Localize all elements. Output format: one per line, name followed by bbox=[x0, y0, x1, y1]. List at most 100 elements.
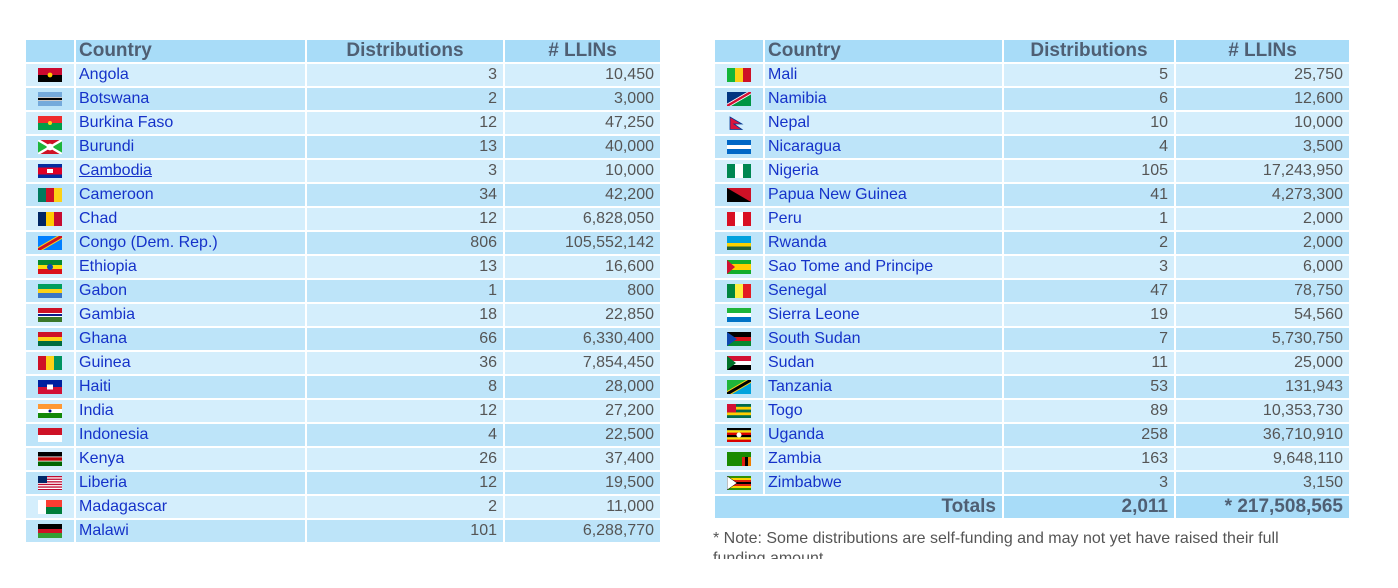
country-link[interactable]: Rwanda bbox=[768, 234, 827, 251]
llins-value: 36,710,910 bbox=[1176, 424, 1349, 446]
country-link[interactable]: Senegal bbox=[768, 282, 827, 299]
country-name[interactable]: Chad bbox=[76, 208, 305, 230]
country-name[interactable]: Kenya bbox=[76, 448, 305, 470]
country-name[interactable]: Namibia bbox=[765, 88, 1002, 110]
country-name[interactable]: Burkina Faso bbox=[76, 112, 305, 134]
table-row: Botswana 2 3,000 bbox=[26, 88, 660, 110]
country-link[interactable]: Tanzania bbox=[768, 378, 833, 395]
country-link[interactable]: Gambia bbox=[79, 306, 136, 323]
flag-cell bbox=[26, 424, 74, 446]
country-name[interactable]: Cambodia bbox=[76, 160, 305, 182]
country-link[interactable]: Cameroon bbox=[79, 186, 154, 203]
country-name[interactable]: Liberia bbox=[76, 472, 305, 494]
country-link[interactable]: Liberia bbox=[79, 474, 128, 491]
country-link[interactable]: Zimbabwe bbox=[768, 474, 842, 491]
country-link[interactable]: Kenya bbox=[79, 450, 125, 467]
country-link[interactable]: Sao Tome and Principe bbox=[768, 258, 934, 275]
country-name[interactable]: Ethiopia bbox=[76, 256, 305, 278]
country-link[interactable]: Sierra Leone bbox=[768, 306, 860, 323]
country-name[interactable]: Papua New Guinea bbox=[765, 184, 1002, 206]
country-link[interactable]: South Sudan bbox=[768, 330, 861, 347]
country-name[interactable]: Guinea bbox=[76, 352, 305, 374]
country-link[interactable]: Zambia bbox=[768, 450, 822, 467]
country-link[interactable]: Gabon bbox=[79, 282, 128, 299]
country-name[interactable]: Senegal bbox=[765, 280, 1002, 302]
distributions-value: 258 bbox=[1004, 424, 1174, 446]
country-name[interactable]: Indonesia bbox=[76, 424, 305, 446]
country-name[interactable]: Togo bbox=[765, 400, 1002, 422]
country-link[interactable]: Peru bbox=[768, 210, 802, 227]
country-name[interactable]: Gabon bbox=[76, 280, 305, 302]
country-link[interactable]: Cambodia bbox=[79, 162, 152, 179]
country-link[interactable]: Haiti bbox=[79, 378, 112, 395]
country-name[interactable]: Zimbabwe bbox=[765, 472, 1002, 494]
country-name[interactable]: Uganda bbox=[765, 424, 1002, 446]
distributions-value: 8 bbox=[307, 376, 503, 398]
country-name[interactable]: Zambia bbox=[765, 448, 1002, 470]
country-link[interactable]: Angola bbox=[79, 66, 129, 83]
country-link[interactable]: Papua New Guinea bbox=[768, 186, 907, 203]
country-link[interactable]: Indonesia bbox=[79, 426, 149, 443]
south-sudan-flag-icon bbox=[727, 331, 751, 346]
country-link[interactable]: Mali bbox=[768, 66, 798, 83]
country-name[interactable]: Burundi bbox=[76, 136, 305, 158]
country-name[interactable]: Botswana bbox=[76, 88, 305, 110]
country-link[interactable]: Nigeria bbox=[768, 162, 819, 179]
country-name[interactable]: India bbox=[76, 400, 305, 422]
distributions-header[interactable]: Distributions bbox=[1004, 40, 1174, 62]
country-name[interactable]: South Sudan bbox=[765, 328, 1002, 350]
country-name[interactable]: Rwanda bbox=[765, 232, 1002, 254]
country-link[interactable]: Ethiopia bbox=[79, 258, 137, 275]
country-name[interactable]: Gambia bbox=[76, 304, 305, 326]
country-link[interactable]: Congo (Dem. Rep.) bbox=[79, 234, 218, 251]
country-name[interactable]: Sudan bbox=[765, 352, 1002, 374]
country-link[interactable]: Namibia bbox=[768, 90, 827, 107]
country-name[interactable]: Congo (Dem. Rep.) bbox=[76, 232, 305, 254]
country-link[interactable]: Burundi bbox=[79, 138, 135, 155]
country-name[interactable]: Sierra Leone bbox=[765, 304, 1002, 326]
country-name[interactable]: Nigeria bbox=[765, 160, 1002, 182]
country-name[interactable]: Angola bbox=[76, 64, 305, 86]
country-header[interactable]: Country bbox=[765, 40, 1002, 62]
country-name[interactable]: Mali bbox=[765, 64, 1002, 86]
country-link[interactable]: Nicaragua bbox=[768, 138, 841, 155]
india-flag-icon bbox=[38, 403, 62, 418]
country-name[interactable]: Madagascar bbox=[76, 496, 305, 518]
country-link[interactable]: Malawi bbox=[79, 522, 129, 539]
country-link[interactable]: Ghana bbox=[79, 330, 128, 347]
country-link[interactable]: Botswana bbox=[79, 90, 150, 107]
llins-value: 10,000 bbox=[1176, 112, 1349, 134]
country-name[interactable]: Sao Tome and Principe bbox=[765, 256, 1002, 278]
country-link[interactable]: Sudan bbox=[768, 354, 815, 371]
country-link[interactable]: Uganda bbox=[768, 426, 825, 443]
country-link[interactable]: Madagascar bbox=[79, 498, 168, 515]
country-link[interactable]: Chad bbox=[79, 210, 118, 227]
table-row: Guinea 36 7,854,450 bbox=[26, 352, 660, 374]
country-name[interactable]: Haiti bbox=[76, 376, 305, 398]
country-link[interactable]: Burkina Faso bbox=[79, 114, 174, 131]
distributions-value: 47 bbox=[1004, 280, 1174, 302]
country-name[interactable]: Ghana bbox=[76, 328, 305, 350]
table-row: Cameroon 34 42,200 bbox=[26, 184, 660, 206]
llins-header[interactable]: # LLINs bbox=[505, 40, 660, 62]
country-name[interactable]: Nicaragua bbox=[765, 136, 1002, 158]
country-name[interactable]: Tanzania bbox=[765, 376, 1002, 398]
country-name[interactable]: Peru bbox=[765, 208, 1002, 230]
country-link[interactable]: Nepal bbox=[768, 114, 810, 131]
llins-value: 10,353,730 bbox=[1176, 400, 1349, 422]
rwanda-flag-icon bbox=[727, 235, 751, 250]
country-link[interactable]: India bbox=[79, 402, 114, 419]
country-name[interactable]: Malawi bbox=[76, 520, 305, 542]
distributions-value: 12 bbox=[307, 472, 503, 494]
country-name[interactable]: Nepal bbox=[765, 112, 1002, 134]
country-link[interactable]: Guinea bbox=[79, 354, 131, 371]
llins-header[interactable]: # LLINs bbox=[1176, 40, 1349, 62]
table-row: Namibia 6 12,600 bbox=[715, 88, 1349, 110]
distributions-header[interactable]: Distributions bbox=[307, 40, 503, 62]
flag-cell bbox=[715, 256, 763, 278]
country-header[interactable]: Country bbox=[76, 40, 305, 62]
distributions-value: 53 bbox=[1004, 376, 1174, 398]
country-link[interactable]: Togo bbox=[768, 402, 803, 419]
llins-value: 6,828,050 bbox=[505, 208, 660, 230]
country-name[interactable]: Cameroon bbox=[76, 184, 305, 206]
